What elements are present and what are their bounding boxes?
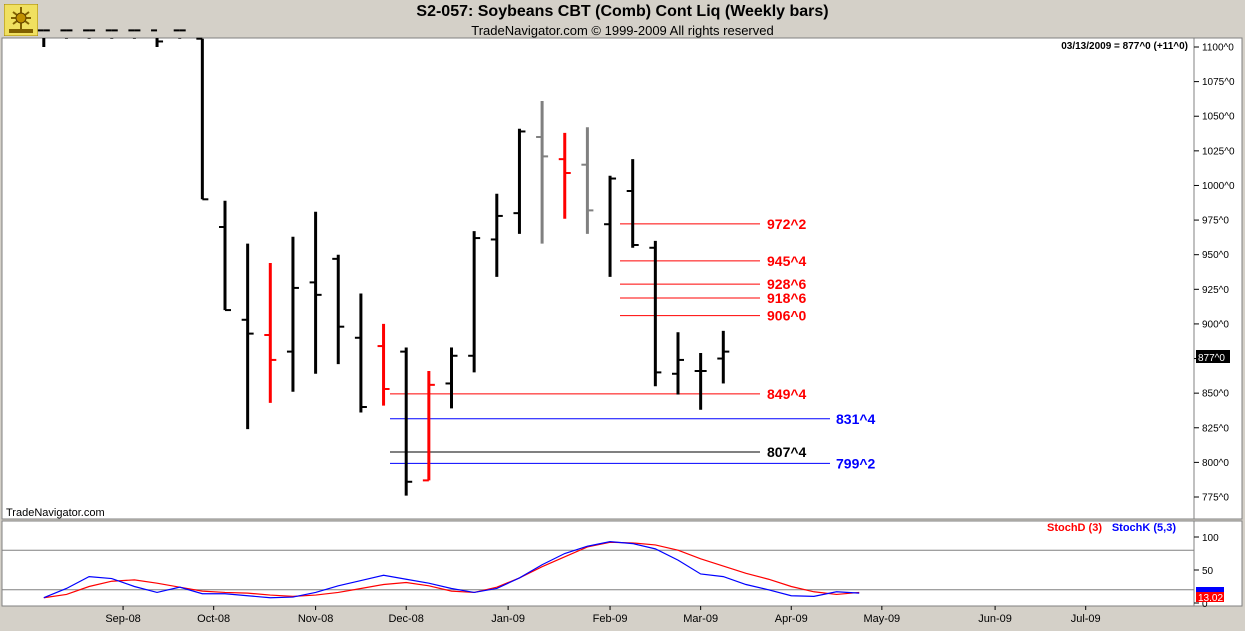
level-label: 945^4	[767, 253, 807, 269]
stoch-value-tag-bg	[1196, 592, 1224, 602]
date-tick-label: Sep-08	[105, 613, 140, 625]
date-ticks: Sep-08 Oct-08 Nov-08 Dec-08 Jan-09 Feb-09 Mar-…	[105, 606, 1101, 625]
date-tick-label: Oct-08	[197, 613, 230, 625]
price-tick-label: 1025^0	[1202, 146, 1235, 157]
price-tick-label: 1000^0	[1202, 181, 1235, 192]
level-label: 918^6	[767, 290, 807, 306]
navigator-compass-logo-icon[interactable]	[3, 3, 39, 37]
date-axis[interactable]	[2, 607, 1242, 629]
stochD-legend: StochD (3)	[1047, 522, 1102, 534]
stoch-panel	[1, 520, 1195, 607]
level-label: 906^0	[767, 308, 807, 324]
date-tick-label: Jul-09	[1071, 613, 1101, 625]
level-label: 928^6	[767, 276, 807, 292]
date-tick-label: Mar-09	[683, 613, 718, 625]
level-label: 849^4	[767, 386, 807, 402]
date-tick-label: Dec-08	[388, 613, 423, 625]
level-label: 807^4	[767, 444, 807, 460]
price-tick-label: 1100^0	[1202, 43, 1234, 54]
price-panel	[1, 37, 1195, 520]
price-tick-label: 950^0	[1202, 250, 1229, 261]
price-tick-label: 900^0	[1202, 319, 1229, 330]
watermark: TradeNavigator.com	[6, 507, 105, 519]
chart-title: S2-057: Soybeans CBT (Comb) Cont Liq (We…	[416, 3, 829, 20]
level-label: 799^2	[836, 455, 876, 471]
date-tick-label: Nov-08	[298, 613, 333, 625]
ohlc-bars	[37, 29, 730, 496]
stoch-tick-label: 50	[1202, 566, 1214, 577]
price-tick-label: 1075^0	[1202, 77, 1235, 88]
stoch-tick-label: 100	[1202, 533, 1219, 544]
stochK-legend: StochK (5,3)	[1112, 522, 1177, 534]
price-tick-label: 975^0	[1202, 216, 1229, 227]
price-tick-label: 1050^0	[1202, 112, 1235, 123]
price-tick-label: 825^0	[1202, 423, 1229, 434]
stochastic-lines	[2, 541, 1194, 599]
stoch-series-line	[43, 541, 860, 599]
stoch-value-tag: 13.02	[1198, 593, 1223, 604]
price-tick-label: 850^0	[1202, 389, 1229, 400]
stoch-tick-label: 0	[1202, 599, 1208, 610]
stoch-ticks: 100 50 0	[1194, 533, 1219, 610]
date-tick-label: Jun-09	[978, 613, 1012, 625]
level-label: 831^4	[836, 411, 876, 427]
date-tick-label: Apr-09	[775, 613, 808, 625]
date-tick-label: Feb-09	[593, 613, 628, 625]
price-axis[interactable]	[1193, 37, 1243, 520]
last-price-tag-bg	[1196, 350, 1230, 363]
stochK-value-tag-bg	[1196, 587, 1224, 595]
date-readout: 03/13/2009 = 877^0 (+11^0)	[1061, 41, 1188, 52]
level-label: 972^2	[767, 216, 807, 232]
date-tick-label: Jan-09	[491, 613, 525, 625]
date-tick-label: May-09	[864, 613, 901, 625]
price-tick-label: 925^0	[1202, 285, 1229, 296]
last-price-tag: 877^0	[1198, 353, 1225, 364]
price-tick-label: 800^0	[1202, 458, 1229, 469]
copyright-line: TradeNavigator.com © 1999-2009 All right…	[471, 23, 774, 38]
price-tick-label: 775^0	[1202, 493, 1229, 504]
